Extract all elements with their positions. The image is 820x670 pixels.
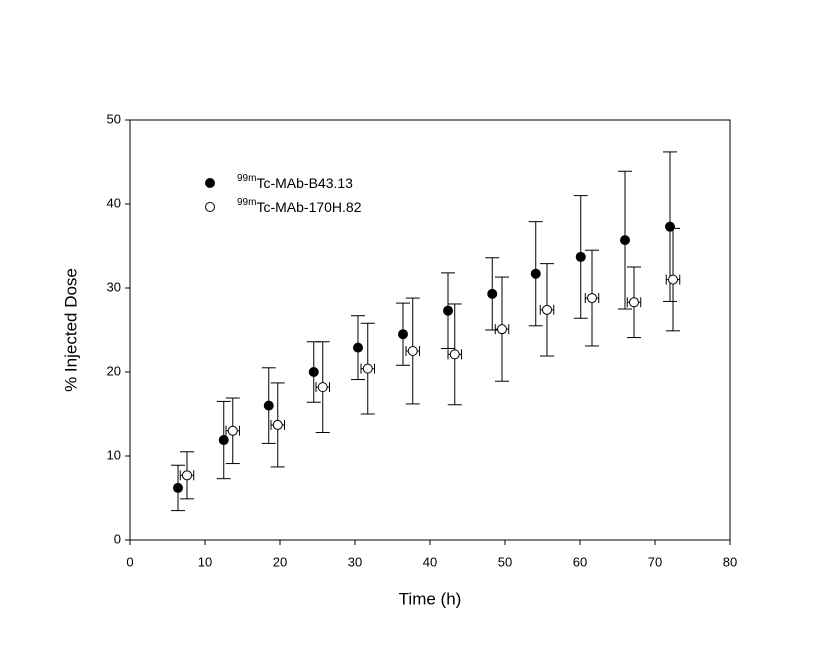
x-tick-label: 0	[126, 554, 133, 569]
x-tick-label: 10	[198, 554, 212, 569]
point	[443, 305, 453, 316]
point	[317, 382, 328, 393]
legend-marker	[205, 202, 215, 212]
point	[272, 419, 283, 430]
point	[629, 297, 639, 308]
x-tick-label: 60	[573, 554, 587, 569]
legend-name: Tc-MAb-B43.13	[256, 175, 353, 191]
y-tick-label: 50	[107, 111, 121, 126]
point	[449, 349, 460, 360]
point	[407, 346, 418, 356]
x-tick-label: 70	[648, 554, 662, 569]
point	[353, 342, 363, 353]
point	[487, 288, 498, 299]
legend-superscript: 99m	[237, 197, 256, 208]
y-tick-label: 0	[114, 531, 121, 546]
plot-frame	[129, 119, 731, 541]
point	[218, 435, 229, 446]
x-tick-label: 30	[348, 554, 362, 569]
y-tick-label: 10	[107, 447, 121, 462]
point	[362, 363, 373, 374]
x-axis-label: Time (h)	[399, 589, 462, 608]
y-tick-label: 30	[107, 279, 121, 294]
point	[668, 274, 678, 285]
point	[182, 470, 192, 481]
legend-label: 99mTc-MAb-170H.82	[237, 197, 362, 215]
point	[530, 268, 541, 279]
point	[308, 367, 319, 377]
x-tick-label: 40	[423, 554, 437, 569]
point	[620, 235, 630, 246]
x-tick-label: 80	[723, 554, 737, 569]
y-tick-label: 20	[107, 363, 121, 378]
x-tick-label: 50	[498, 554, 512, 569]
point	[173, 482, 183, 493]
legend-name: Tc-MAb-170H.82	[256, 199, 361, 215]
point	[398, 329, 408, 340]
legend-label: 99mTc-MAb-B43.13	[237, 173, 353, 191]
x-tick-label: 20	[273, 554, 287, 569]
point	[263, 400, 274, 411]
legend-marker	[205, 178, 215, 188]
point	[665, 221, 675, 232]
legend-superscript: 99m	[237, 173, 256, 184]
point	[497, 324, 507, 335]
y-axis-label: % Injected Dose	[61, 268, 80, 392]
point	[587, 293, 597, 304]
point	[542, 304, 552, 315]
point	[227, 425, 238, 436]
y-tick-label: 40	[107, 195, 121, 210]
point	[575, 251, 586, 262]
